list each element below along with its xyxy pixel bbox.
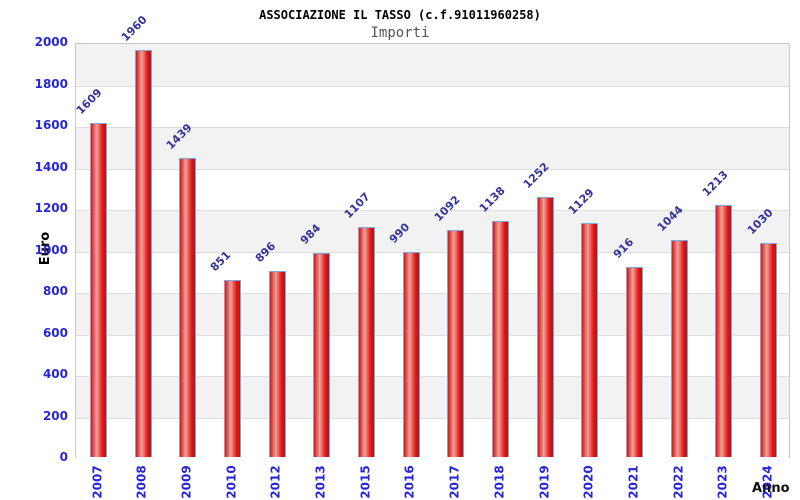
x-tick-label: 2008 bbox=[135, 465, 150, 499]
bar bbox=[492, 220, 510, 457]
bar bbox=[670, 240, 688, 457]
y-tick-label: 0 bbox=[59, 450, 68, 464]
x-axis-title: Anno bbox=[752, 481, 790, 496]
gridline bbox=[76, 85, 789, 87]
gridline bbox=[76, 417, 789, 419]
y-tick-label: 1800 bbox=[34, 76, 68, 91]
x-tick-label: 2007 bbox=[90, 465, 105, 499]
y-tick-label: 2000 bbox=[34, 35, 68, 49]
x-tick-label: 2019 bbox=[537, 465, 552, 499]
y-tick-label: 600 bbox=[42, 325, 68, 340]
bar bbox=[626, 266, 644, 457]
y-tick-label: 400 bbox=[42, 367, 68, 381]
chart-subtitle: Importi bbox=[370, 25, 430, 41]
gridline bbox=[76, 376, 789, 377]
bar bbox=[760, 243, 778, 457]
gridline bbox=[76, 334, 789, 336]
bar bbox=[134, 50, 152, 457]
gridline bbox=[76, 293, 789, 294]
gridline bbox=[76, 127, 789, 128]
x-tick-label: 2017 bbox=[447, 465, 462, 499]
x-tick-label: 2021 bbox=[626, 465, 641, 499]
bar bbox=[357, 227, 375, 457]
bar bbox=[536, 197, 554, 457]
gridline bbox=[76, 210, 789, 211]
bar bbox=[447, 230, 465, 457]
x-tick-label: 2016 bbox=[403, 465, 418, 499]
x-tick-label: 2013 bbox=[313, 465, 328, 499]
bar bbox=[179, 158, 197, 457]
x-tick-label: 2009 bbox=[179, 465, 194, 499]
y-tick-label: 1200 bbox=[34, 201, 68, 215]
y-tick-label: 1400 bbox=[34, 159, 68, 174]
bar bbox=[268, 271, 286, 457]
bar bbox=[313, 252, 331, 457]
bar bbox=[715, 205, 733, 457]
plot-band bbox=[76, 85, 789, 127]
chart-title: ASSOCIAZIONE IL TASSO (c.f.91011960258) bbox=[259, 8, 541, 22]
plot-band bbox=[76, 44, 789, 86]
gridline bbox=[76, 168, 789, 170]
bar bbox=[223, 280, 241, 457]
bar bbox=[581, 222, 599, 457]
x-tick-label: 2022 bbox=[671, 465, 686, 499]
x-tick-label: 2015 bbox=[358, 465, 373, 499]
y-tick-label: 1000 bbox=[34, 242, 68, 257]
bar bbox=[402, 251, 420, 457]
x-tick-label: 2018 bbox=[492, 465, 507, 499]
x-tick-label: 2010 bbox=[224, 465, 239, 499]
bar bbox=[89, 123, 107, 457]
x-tick-label: 2012 bbox=[269, 465, 284, 499]
x-tick-label: 2020 bbox=[581, 465, 596, 499]
y-tick-label: 1600 bbox=[34, 118, 68, 132]
y-tick-label: 800 bbox=[42, 284, 68, 298]
y-tick-label: 200 bbox=[42, 408, 68, 423]
gridline bbox=[76, 251, 789, 253]
x-tick-label: 2023 bbox=[715, 465, 730, 499]
plot-area: 1609 1960 1439 851 896 984 1107 990 1092 1138 1252… bbox=[74, 13, 790, 459]
